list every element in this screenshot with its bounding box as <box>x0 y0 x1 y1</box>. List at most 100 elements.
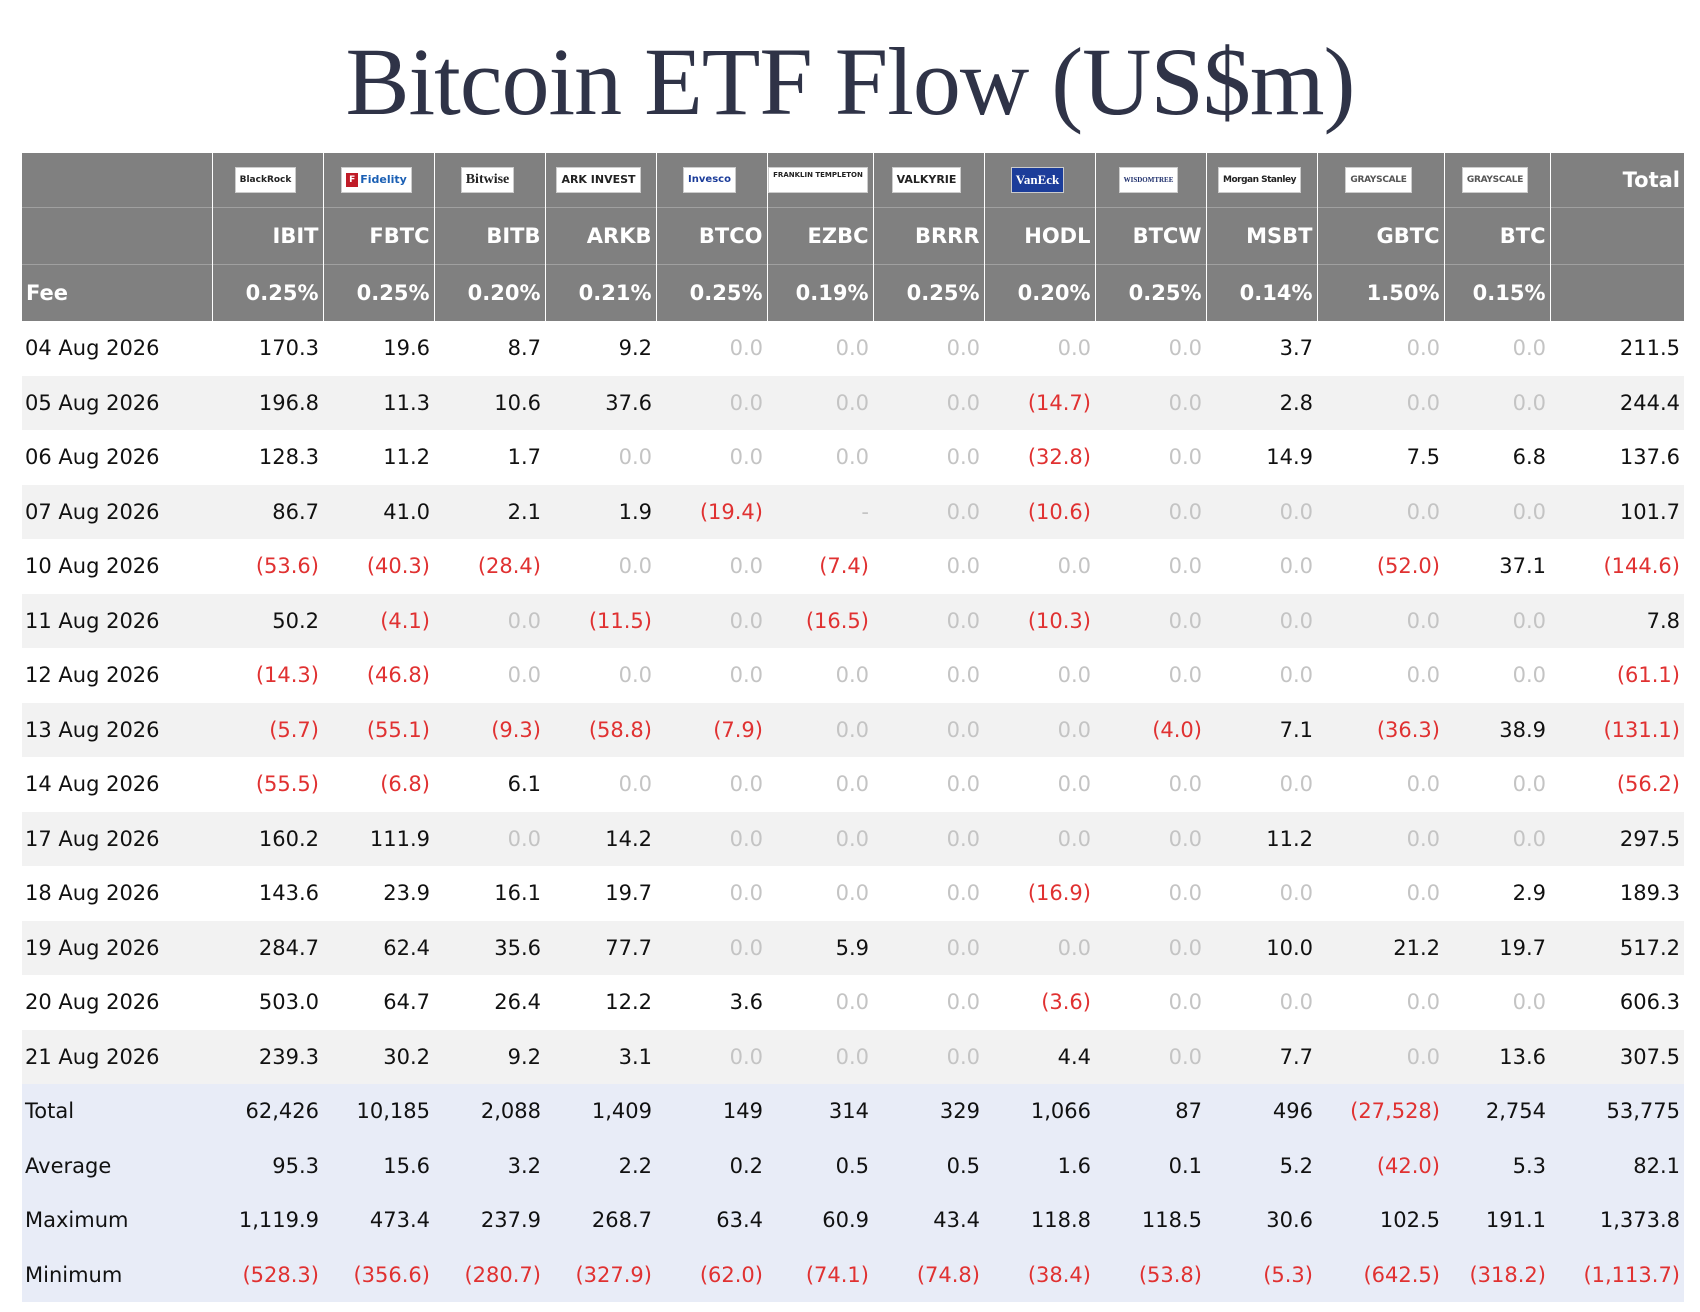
value-cell: 0.0 <box>1279 990 1313 1015</box>
value-cell: 2.1 <box>434 484 545 539</box>
value-cell: 19.7 <box>1444 920 1550 975</box>
value-cell: 496 <box>1206 1084 1317 1139</box>
value-cell: 1.7 <box>507 445 541 470</box>
value-cell: 0.0 <box>729 663 763 688</box>
value-cell: (528.3) <box>212 1247 323 1302</box>
ticker-total-blank <box>1550 207 1684 265</box>
value-cell: 0.0 <box>835 990 869 1015</box>
value-cell: 7.5 <box>1406 445 1440 470</box>
summary-label: Maximum <box>22 1193 212 1248</box>
value-cell: (40.3) <box>366 554 430 579</box>
value-cell: 43.4 <box>873 1193 984 1248</box>
fee-btc: 0.15% <box>1444 264 1551 321</box>
value-cell: (58.8) <box>545 702 656 757</box>
value-cell: 196.8 <box>212 375 323 430</box>
value-cell: 0.0 <box>1168 772 1202 797</box>
value-cell: 128.3 <box>258 445 319 470</box>
value-cell: (1,113.7) <box>1550 1247 1684 1302</box>
value-cell: (55.1) <box>323 702 434 757</box>
value-cell: 0.0 <box>1444 811 1550 866</box>
table-row: 10 Aug 2026 (53.6) (40.3) (28.4) 0.0 0.0 (7.4)… <box>22 539 1684 594</box>
value-cell: 62.4 <box>323 920 434 975</box>
value-cell: (28.4) <box>477 554 541 579</box>
value-cell: (27,528) <box>1317 1084 1444 1139</box>
fidelity-logo: F Fidelity <box>341 167 412 193</box>
table-row: 05 Aug 2026 196.8 11.3 10.6 37.6 0.0 0.0 0.0 (14… <box>22 375 1684 430</box>
value-cell: 0.0 <box>656 375 767 430</box>
value-cell: 0.0 <box>656 1029 767 1084</box>
value-cell: (9.3) <box>434 702 545 757</box>
value-cell: 3.7 <box>1279 336 1313 361</box>
value-cell: 2.8 <box>1206 375 1317 430</box>
value-cell: 1,409 <box>545 1084 656 1139</box>
date-cell: 12 Aug 2026 <box>25 663 160 688</box>
value-cell: (3.6) <box>1041 990 1091 1015</box>
value-cell: 60.9 <box>767 1193 873 1248</box>
value-cell: 0.0 <box>1168 990 1202 1015</box>
value-cell: 19.7 <box>605 881 652 906</box>
value-cell: (11.5) <box>545 593 656 648</box>
value-cell: 1,066 <box>984 1084 1095 1139</box>
value-cell: 0.2 <box>656 1138 767 1193</box>
value-cell: 0.0 <box>767 702 873 757</box>
bitwise-logo: Bitwise <box>460 167 515 193</box>
value-cell: 102.5 <box>1317 1193 1444 1248</box>
morgan-stanley-logo: Morgan Stanley <box>1218 167 1301 193</box>
value-cell: 0.0 <box>984 702 1095 757</box>
fee-btcw: 0.25% <box>1095 264 1207 321</box>
value-cell: (46.8) <box>366 663 430 688</box>
table-row: 20 Aug 2026 503.0 64.7 26.4 12.2 3.6 0.0 0.0 (3.… <box>22 975 1684 1030</box>
value-cell: 9.2 <box>434 1029 545 1084</box>
valkyrie-logo: VALKYRIE <box>891 167 962 193</box>
value-cell: 0.0 <box>1057 554 1091 579</box>
value-cell: 0.0 <box>1444 593 1550 648</box>
value-cell: 38.9 <box>1444 702 1550 757</box>
grayscale-logo: GRAYSCALE <box>1345 167 1412 193</box>
value-cell: (55.5) <box>255 772 319 797</box>
value-cell: (38.4) <box>984 1247 1095 1302</box>
vaneck-logo: VanEck <box>1010 167 1065 193</box>
value-cell: 64.7 <box>383 990 430 1015</box>
value-cell: 26.4 <box>494 990 541 1015</box>
fee-bitb: 0.20% <box>434 264 546 321</box>
value-cell: 517.2 <box>1550 920 1684 975</box>
value-cell: 87 <box>1095 1084 1206 1139</box>
value-cell: 0.0 <box>1279 772 1313 797</box>
ticker-row: IBIT FBTC BITB ARKB BTCO EZBC BRRR HODL BTCW MSBT… <box>22 207 1684 265</box>
value-cell: 0.0 <box>873 593 984 648</box>
value-cell: (42.0) <box>1317 1138 1444 1193</box>
fee-msbt: 0.14% <box>1206 264 1318 321</box>
value-cell: 0.0 <box>873 811 984 866</box>
value-cell: 0.0 <box>946 990 980 1015</box>
value-cell: 35.6 <box>434 920 545 975</box>
value-cell: (61.1) <box>1616 663 1680 688</box>
ticker-bitb: BITB <box>434 207 546 265</box>
date-cell: 18 Aug 2026 <box>25 881 160 906</box>
value-cell: 0.0 <box>1168 881 1202 906</box>
value-cell: 0.0 <box>1095 1029 1206 1084</box>
date-cell: 06 Aug 2026 <box>25 445 160 470</box>
value-cell: 244.4 <box>1550 375 1684 430</box>
date-cell: 19 Aug 2026 <box>22 920 212 975</box>
value-cell: (74.8) <box>873 1247 984 1302</box>
summary-label: Average <box>22 1138 212 1193</box>
value-cell: 0.0 <box>729 336 763 361</box>
corner-cell <box>22 153 213 208</box>
value-cell: (52.0) <box>1376 554 1440 579</box>
value-cell: 0.0 <box>729 445 763 470</box>
value-cell: 0.0 <box>1444 484 1550 539</box>
fee-fbtc: 0.25% <box>323 264 435 321</box>
page-title: Bitcoin ETF Flow (US$m) <box>345 28 1355 135</box>
value-cell: 5.3 <box>1444 1138 1550 1193</box>
value-cell: 4.4 <box>984 1029 1095 1084</box>
grayscale-mini-logo: GRAYSCALE <box>1461 167 1529 193</box>
value-cell: 11.2 <box>1206 811 1317 866</box>
wisdomtree-logo: WISDOMTREE <box>1118 167 1179 193</box>
ticker-ezbc: EZBC <box>767 207 874 265</box>
value-cell: 0.0 <box>507 663 541 688</box>
ticker-fbtc: FBTC <box>323 207 435 265</box>
value-cell: 0.0 <box>1406 990 1440 1015</box>
value-cell: 0.0 <box>1406 772 1440 797</box>
value-cell: 2,088 <box>434 1084 545 1139</box>
fee-gbtc: 1.50% <box>1317 264 1445 321</box>
